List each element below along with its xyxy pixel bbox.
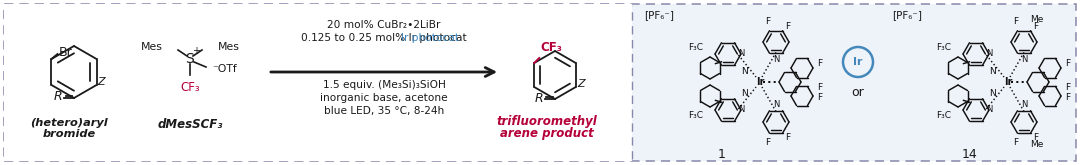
Text: +: + [192,46,200,56]
Text: ⁻OTf: ⁻OTf [212,64,237,74]
Text: R: R [53,90,62,103]
Text: F: F [785,22,791,31]
Text: CF₃: CF₃ [540,41,562,54]
Text: bromide: bromide [42,129,96,139]
Text: N: N [988,88,996,98]
Text: F: F [1013,138,1018,147]
Text: blue LED, 35 °C, 8-24h: blue LED, 35 °C, 8-24h [324,106,444,116]
Text: F₃C: F₃C [936,112,951,120]
Text: 14: 14 [962,148,977,161]
Text: N: N [773,100,779,109]
Text: N: N [741,66,747,76]
Text: R: R [535,92,543,104]
Text: F₃C: F₃C [688,112,703,120]
Text: trifluoromethyl: trifluoromethyl [497,115,597,129]
Text: dMesSCF₃: dMesSCF₃ [158,118,222,132]
Text: F: F [816,94,822,102]
Text: Me: Me [1030,140,1043,149]
Text: 0.125 to 0.25 mol% Ir photocat: 0.125 to 0.25 mol% Ir photocat [301,33,467,43]
Text: N: N [988,66,996,76]
Text: N: N [1021,100,1027,109]
Text: Ir photocat: Ir photocat [401,33,459,43]
Text: CF₃: CF₃ [180,81,200,94]
Text: Me: Me [1030,15,1043,24]
Text: F: F [766,17,770,26]
FancyBboxPatch shape [4,4,1076,161]
Text: F: F [766,138,770,147]
Text: Ir: Ir [756,77,765,87]
Text: F: F [816,83,822,93]
Text: F: F [1034,133,1039,142]
Text: F: F [1034,22,1039,31]
Text: N: N [773,55,779,64]
Text: Ir: Ir [1003,77,1012,87]
Text: N: N [1021,55,1027,64]
Text: (hetero)aryl: (hetero)aryl [30,118,108,128]
Text: S: S [186,52,194,66]
Text: Mes: Mes [141,42,163,52]
Text: [PF₆⁻]: [PF₆⁻] [892,10,922,20]
Text: F: F [1065,94,1070,102]
Text: Br: Br [58,46,72,59]
Text: Ir: Ir [853,57,863,67]
Text: N: N [738,50,744,59]
Text: N: N [986,50,993,59]
Text: N: N [738,105,744,115]
Text: Mes: Mes [218,42,240,52]
Text: Z: Z [577,79,584,89]
Text: F: F [785,133,791,142]
Text: F: F [1065,83,1070,93]
Text: 1: 1 [718,148,726,161]
Text: F₃C: F₃C [688,44,703,52]
Text: F: F [1013,17,1018,26]
Text: or: or [852,85,864,99]
Text: N: N [986,105,993,115]
Text: F₃C: F₃C [936,44,951,52]
FancyBboxPatch shape [4,4,632,161]
Text: 20 mol% CuBr₂•2LiBr: 20 mol% CuBr₂•2LiBr [327,20,441,30]
Text: N: N [741,88,747,98]
Text: arene product: arene product [500,128,594,141]
Text: inorganic base, acetone: inorganic base, acetone [320,93,448,103]
Text: Z: Z [97,77,105,87]
Text: [PF₆⁻]: [PF₆⁻] [644,10,674,20]
Text: F: F [1065,59,1070,67]
Text: 1.5 equiv. (Me₃Si)₃SiOH: 1.5 equiv. (Me₃Si)₃SiOH [323,80,445,90]
Text: F: F [816,59,822,67]
